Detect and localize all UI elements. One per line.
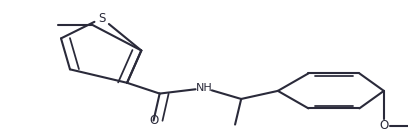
Text: O: O bbox=[149, 114, 158, 127]
Text: NH: NH bbox=[196, 83, 213, 93]
Text: S: S bbox=[98, 12, 106, 25]
Text: O: O bbox=[379, 119, 389, 132]
